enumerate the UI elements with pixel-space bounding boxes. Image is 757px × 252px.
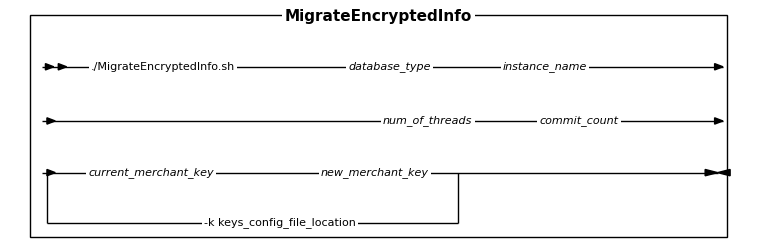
Polygon shape [47,169,55,176]
Text: ./MigrateEncryptedInfo.sh: ./MigrateEncryptedInfo.sh [91,62,235,72]
Polygon shape [718,169,730,176]
Polygon shape [715,118,723,124]
Polygon shape [45,64,54,70]
Polygon shape [58,64,67,70]
Text: MigrateEncryptedInfo: MigrateEncryptedInfo [285,9,472,24]
Polygon shape [706,169,718,176]
FancyBboxPatch shape [30,15,727,237]
Text: num_of_threads: num_of_threads [383,115,472,127]
Text: new_merchant_key: new_merchant_key [321,167,428,178]
Polygon shape [715,64,723,70]
Text: commit_count: commit_count [540,115,618,127]
Text: instance_name: instance_name [503,61,587,72]
Text: database_type: database_type [349,61,431,72]
Polygon shape [47,118,55,124]
Text: -k keys_config_file_location: -k keys_config_file_location [204,217,356,229]
Text: current_merchant_key: current_merchant_key [89,167,214,178]
